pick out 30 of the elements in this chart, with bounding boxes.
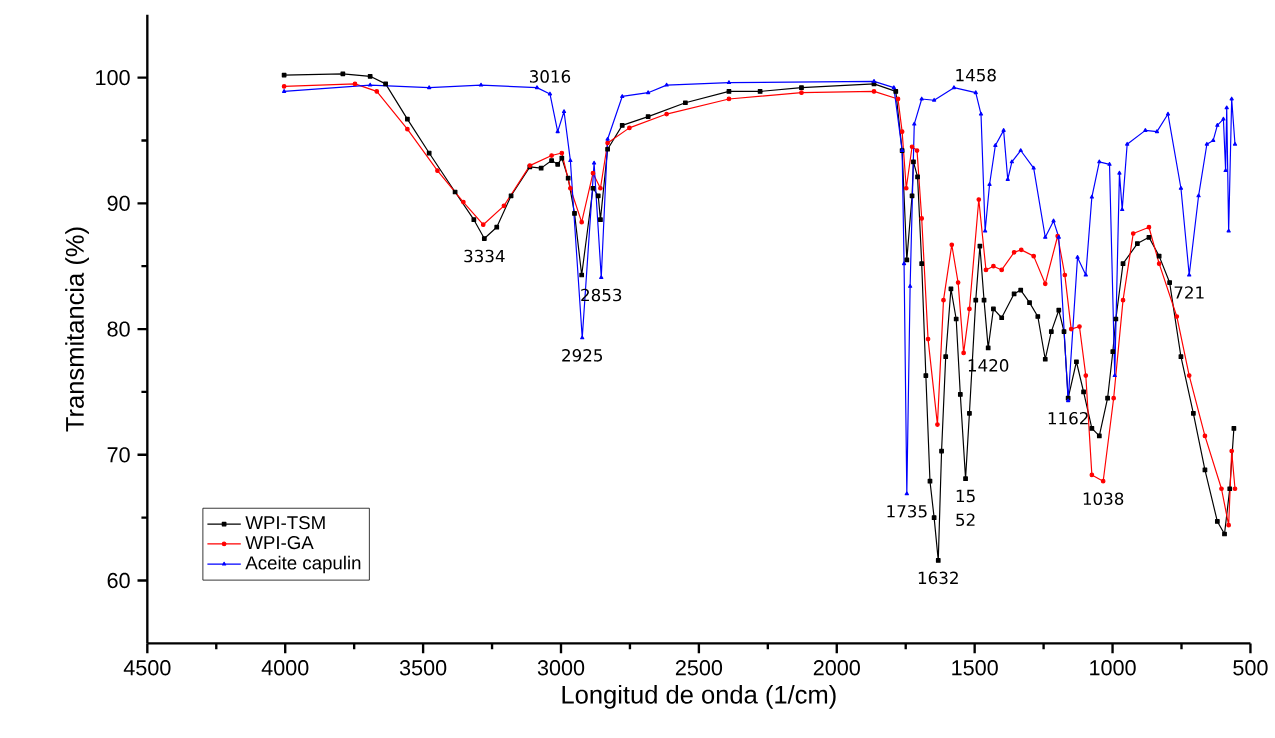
- annotation: 52: [956, 513, 975, 527]
- annotation: 15: [956, 490, 975, 503]
- legend-label: WPI-TSM: [245, 516, 325, 530]
- annotation: 1038: [1083, 492, 1124, 506]
- x-tick-label: 1000: [1090, 660, 1136, 676]
- x-tick-label: 1500: [952, 660, 998, 676]
- y-axis-title: Transmitancia (%): [65, 227, 89, 432]
- y-tick-label: 90: [107, 195, 130, 212]
- annotation: 1632: [918, 571, 958, 585]
- annotation: 1162: [1048, 412, 1088, 425]
- x-tick-label: 4000: [261, 660, 309, 676]
- y-tick-label: 60: [107, 573, 130, 589]
- annotation: 1735: [887, 505, 927, 518]
- x-tick-label: 2000: [813, 660, 860, 676]
- x-tick-label: 3000: [537, 660, 585, 676]
- y-tick-label: 70: [107, 447, 130, 463]
- y-tick-label: 80: [107, 321, 130, 337]
- annotation: 721: [1174, 286, 1204, 299]
- annotation: 1458: [956, 69, 996, 82]
- annotation: 3334: [464, 249, 505, 263]
- legend-label: Aceite capulin: [245, 555, 361, 574]
- y-tick-label: 100: [96, 70, 130, 86]
- x-tick-label: 500: [1233, 660, 1268, 676]
- annotation: 3016: [529, 70, 571, 83]
- x-tick-label: 2500: [675, 660, 723, 676]
- x-tick-label: 3500: [399, 660, 447, 676]
- annotation: 2925: [562, 349, 603, 362]
- x-axis-title: Longitud de onda (1/cm): [562, 685, 836, 709]
- legend-label: WPI-GA: [245, 536, 314, 550]
- x-tick-label: 4500: [123, 660, 171, 676]
